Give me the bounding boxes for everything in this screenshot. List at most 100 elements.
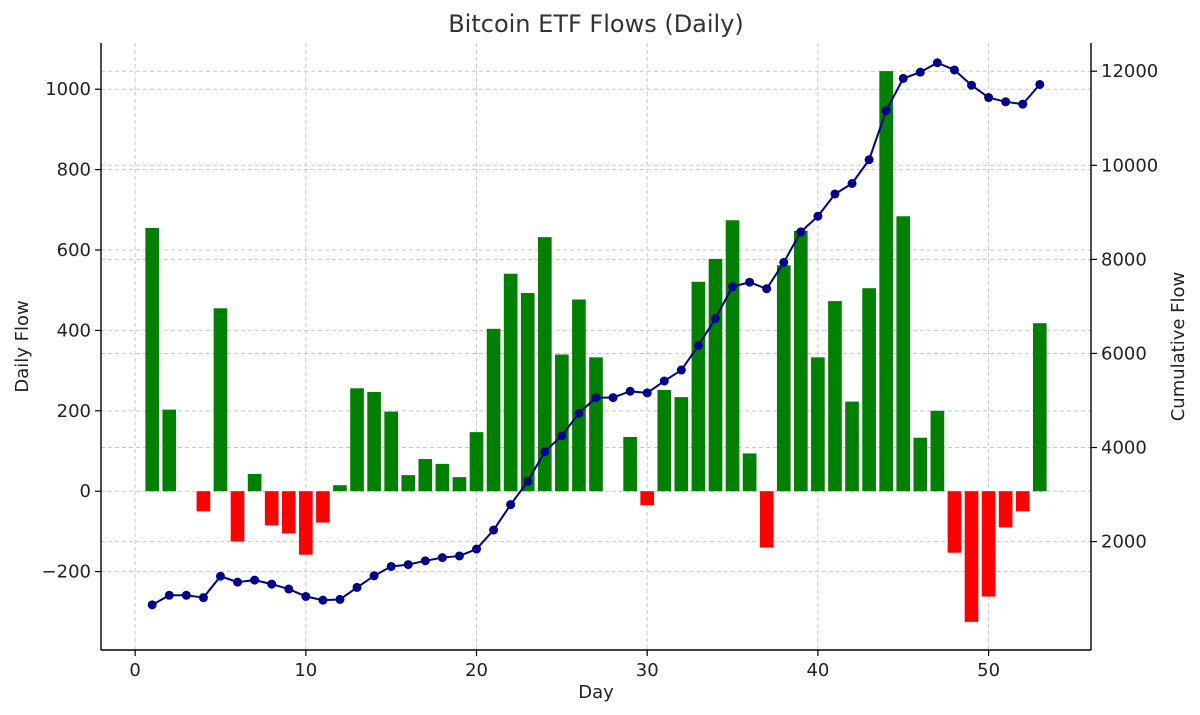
y-tick-label: 400: [57, 320, 91, 341]
cumulative-flow-point: [932, 58, 942, 68]
cumulative-flow-point: [591, 393, 601, 403]
y-tick-label: 600: [57, 240, 91, 261]
x-tick-label: 20: [465, 660, 488, 681]
cumulative-flow-point: [472, 544, 482, 554]
x-tick-label: 40: [806, 660, 829, 681]
inflow-bar: [367, 391, 381, 492]
cumulative-flow-point: [233, 577, 243, 587]
y-tick-label: 1000: [45, 79, 91, 100]
y-tick-label: −200: [42, 562, 91, 583]
ticks-layer: 0 10 20 30 40 50 −200 0 200 400 600 800 1000 2000 4000…: [42, 61, 1159, 681]
cumulative-flow-point: [284, 584, 294, 594]
outflow-bar: [640, 491, 655, 506]
cumulative-flow-point: [642, 388, 652, 398]
cumulative-flow-point: [198, 593, 208, 603]
cumulative-flow-point: [301, 591, 311, 601]
cumulative-flow-point: [659, 376, 669, 386]
inflow-bar: [674, 397, 689, 492]
inflow-bar: [589, 357, 603, 492]
cumulative-flow-point: [625, 386, 635, 396]
y2-tick-label: 12000: [1101, 61, 1158, 82]
cumulative-flow-point: [949, 65, 959, 75]
inflow-bar: [469, 432, 484, 492]
outflow-bar: [196, 491, 211, 512]
inflow-bar: [879, 71, 893, 492]
cumulative-flow-point: [813, 211, 823, 221]
inflow-bar: [384, 411, 398, 492]
cumulative-flow-point: [574, 408, 584, 418]
inflow-bar: [435, 463, 450, 492]
inflow-bar: [811, 357, 825, 492]
cumulative-flow-point: [420, 556, 430, 566]
cumulative-flow-point: [215, 571, 225, 581]
cumulative-flow-point: [984, 93, 994, 103]
outflow-bar: [964, 491, 979, 622]
inflow-bar: [537, 237, 552, 492]
inflow-bar: [1032, 323, 1047, 492]
cumulative-flow-point: [523, 476, 533, 486]
cumulative-flow-point: [693, 341, 703, 351]
inflow-bar: [503, 273, 518, 492]
inflow-bar: [145, 227, 160, 492]
y2-tick-label: 4000: [1101, 438, 1147, 459]
cumulative-flow-point: [489, 525, 499, 535]
inflow-bar: [725, 220, 740, 492]
cumulative-flow-point: [847, 178, 857, 188]
cumulative-flow-point: [267, 579, 277, 589]
inflow-bar: [845, 401, 859, 492]
inflow-bar: [418, 459, 433, 492]
cumulative-flow-point: [540, 447, 550, 457]
cumulative-flow-point: [454, 551, 464, 561]
y2-tick-label: 10000: [1101, 155, 1158, 176]
cumulative-flow-point: [728, 282, 738, 292]
outflow-bar: [998, 491, 1013, 528]
inflow-bar: [913, 437, 928, 492]
cumulative-flow-point: [710, 313, 720, 323]
y2-tick-label: 6000: [1101, 343, 1147, 364]
cumulative-flow-point: [915, 67, 925, 77]
inflow-bar: [776, 265, 791, 492]
cumulative-flow-point: [864, 155, 874, 165]
inflow-bar: [862, 288, 876, 492]
inflow-bar: [162, 409, 177, 492]
cumulative-flow-point: [386, 561, 396, 571]
cumulative-flow-point: [335, 594, 345, 604]
inflow-bar: [555, 354, 569, 492]
outflow-bar: [299, 491, 313, 555]
inflow-bar: [333, 485, 347, 492]
outflow-bar: [316, 491, 330, 523]
inflow-bar: [930, 410, 945, 492]
inflow-bar: [794, 230, 808, 492]
cumulative-flow-point: [437, 553, 447, 563]
inflow-bar: [657, 389, 672, 492]
axes-layer: [100, 43, 1092, 651]
outflow-bar: [281, 491, 296, 534]
cumulative-flow-point: [608, 393, 618, 403]
inflow-bar: [520, 293, 535, 492]
cumulative-flow-point: [1035, 79, 1045, 89]
cumulative-flow-point: [676, 365, 686, 375]
cumulative-flow-point: [1018, 99, 1028, 109]
cumulative-flow-point: [745, 277, 755, 287]
inflow-bar: [572, 299, 586, 492]
cumulative-flow-point: [779, 257, 789, 267]
cumulative-flow-point: [898, 73, 908, 83]
inflow-bar: [828, 301, 842, 492]
inflow-bar: [623, 436, 637, 492]
outflow-bar: [230, 491, 245, 542]
x-tick-label: 0: [129, 660, 140, 681]
inflow-bar: [486, 328, 501, 492]
chart-title: Bitcoin ETF Flows (Daily): [448, 10, 744, 38]
cumulative-flow-point: [250, 575, 260, 585]
cumulative-flow-point: [1001, 97, 1011, 107]
x-tick-label: 10: [294, 660, 317, 681]
y-tick-label: 200: [57, 401, 91, 422]
y-tick-label: 800: [57, 160, 91, 181]
inflow-bar: [708, 258, 723, 492]
cumulative-flow-point: [557, 431, 567, 441]
inflow-bar: [742, 453, 757, 492]
y-axis-label: Daily Flow: [12, 300, 33, 392]
cumulative-flow-point: [403, 560, 413, 570]
cumulative-flow-point: [762, 284, 772, 294]
